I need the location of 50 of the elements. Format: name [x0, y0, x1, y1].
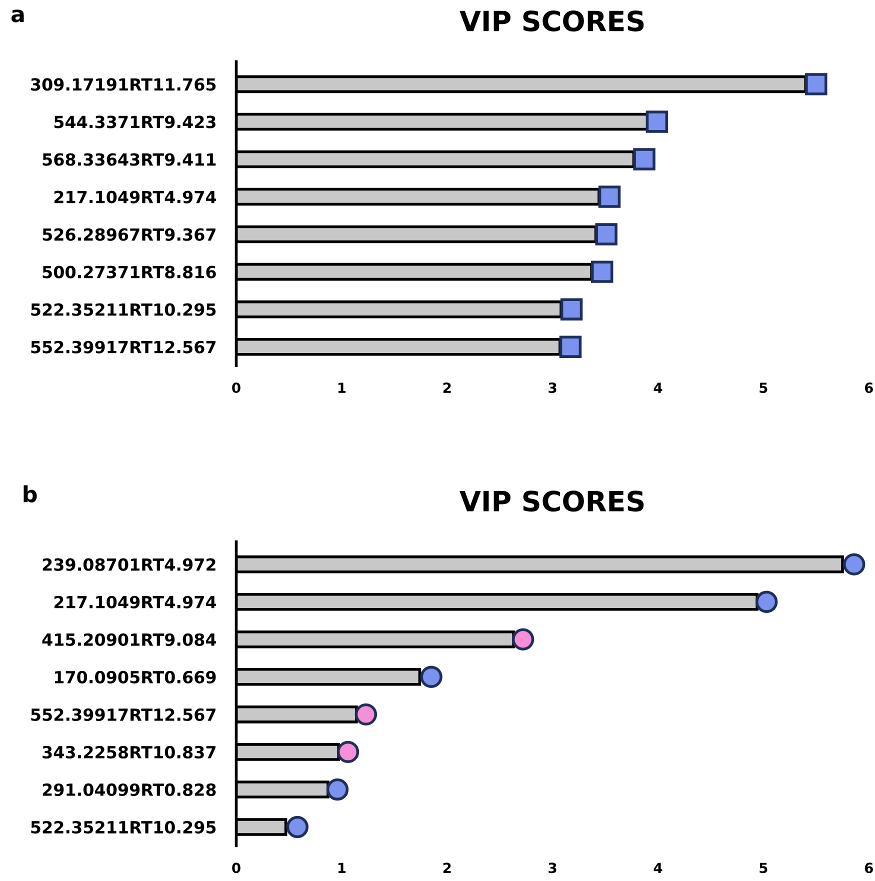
- x-tick-label: 5: [760, 382, 768, 394]
- point: [633, 148, 656, 170]
- y-tick-label: 500.27371RT8.816: [42, 266, 216, 278]
- point: [646, 110, 668, 133]
- point: [336, 740, 360, 764]
- point: [755, 590, 778, 613]
- y-tick-label: 415.20901RT9.084: [42, 633, 216, 646]
- y-tick-label: 309.17191RT11.765: [31, 78, 216, 91]
- x-tick-label: 1: [338, 862, 346, 873]
- x-tick-label: 4: [654, 862, 662, 873]
- x-tick-label: 1: [338, 382, 346, 393]
- y-tick-label: 170.0905RT0.669: [55, 670, 216, 684]
- x-tick-label: 4: [654, 382, 662, 393]
- chart-title: VIP SCORES: [460, 10, 644, 32]
- y-tick-label: 343.2258RT10.837: [42, 746, 216, 759]
- y-tick-label: 552.39917RT12.567: [31, 708, 216, 721]
- y-tick-label: 522.35211RT10.295: [31, 303, 216, 316]
- x-tick-label: 6: [864, 382, 873, 394]
- x-tick-label: 3: [548, 862, 556, 874]
- text: b: [24, 485, 37, 502]
- point: [595, 223, 618, 246]
- x-tick-label: 2: [443, 862, 451, 873]
- x-tick-label: 5: [760, 862, 768, 874]
- point: [420, 666, 442, 688]
- x-tick-label: 2: [443, 382, 451, 393]
- y-tick-label: 526.28967RT9.367: [42, 228, 216, 241]
- x-tick-label: 3: [548, 382, 556, 394]
- y-tick-label: 522.35211RT10.295: [31, 820, 216, 834]
- point: [598, 186, 621, 208]
- y-tick-label: 568.33643RT9.411: [42, 153, 216, 166]
- y-tick-label: 544.3371RT9.423: [54, 116, 216, 128]
- x-tick-label: 6: [864, 862, 873, 874]
- y-tick-label: 217.1049RT4.974: [54, 596, 216, 608]
- point: [805, 73, 828, 96]
- point: [560, 298, 583, 320]
- point: [354, 703, 378, 726]
- x-tick-label: 0: [232, 862, 240, 874]
- point: [559, 336, 582, 358]
- point: [512, 628, 534, 650]
- chart-title: VIP SCORES: [460, 490, 644, 512]
- point: [843, 553, 866, 576]
- y-tick-label: 552.39917RT12.567: [31, 340, 216, 354]
- point: [326, 778, 349, 801]
- y-tick-label: 217.1049RT4.974: [54, 190, 216, 204]
- y-tick-label: 291.04099RT0.828: [42, 783, 216, 796]
- point: [286, 816, 309, 838]
- text: a: [11, 10, 24, 22]
- point: [591, 260, 614, 283]
- y-tick-label: 239.08701RT4.972: [42, 558, 216, 571]
- x-tick-label: 0: [232, 382, 240, 394]
